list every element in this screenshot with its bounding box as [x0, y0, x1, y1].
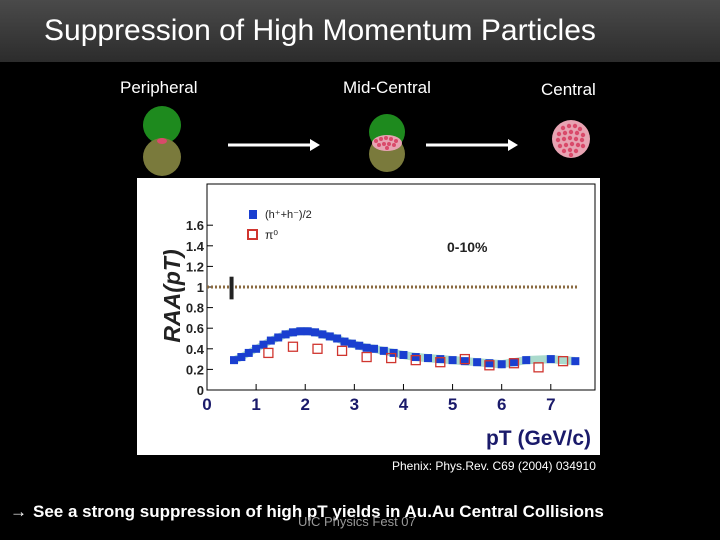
x-tick-label: 0 — [202, 395, 211, 414]
y-tick-label: 0.8 — [186, 301, 204, 316]
x-tick-label: 5 — [448, 395, 457, 414]
y-tick-label: 0.2 — [186, 362, 204, 377]
y-tick-label: 1.2 — [186, 259, 204, 274]
data-point-hadron — [340, 337, 349, 346]
mid-central-nuclei-illustration — [369, 114, 405, 172]
footer-statement: → See a strong suppression of high pT yie… — [10, 502, 604, 522]
data-point-hadron — [448, 356, 457, 365]
y-tick-label: 1.4 — [186, 239, 205, 254]
data-point-hadron — [347, 339, 356, 348]
x-tick-label: 1 — [251, 395, 260, 414]
normalization-error-bar — [229, 276, 234, 300]
data-point-hadron — [411, 353, 420, 362]
data-point-hadron — [509, 358, 518, 367]
data-point-hadron — [460, 357, 469, 366]
data-point-hadron — [571, 357, 580, 366]
plot-left-margin — [137, 178, 205, 455]
data-point-pi0 — [459, 353, 470, 365]
x-tick-label: 7 — [546, 395, 555, 414]
footer-text: See a strong suppression of high pT yiel… — [33, 502, 604, 521]
peripheral-nuclei-illustration — [143, 106, 181, 176]
data-point-hadron — [362, 343, 371, 352]
data-point-hadron — [522, 356, 531, 365]
data-point-pi0 — [484, 360, 495, 371]
data-point-hadron — [266, 336, 275, 345]
data-point-hadron — [252, 344, 261, 353]
data-point-hadron — [473, 358, 482, 367]
data-point-hadron — [369, 344, 378, 353]
data-point-hadron — [325, 332, 334, 341]
legend-marker-pi0 — [247, 229, 258, 240]
x-tick-label: 6 — [497, 395, 506, 414]
y-tick-label: 1.6 — [186, 218, 204, 233]
x-tick-label: 4 — [399, 395, 409, 414]
x-tick-label: 3 — [350, 395, 359, 414]
data-point-pi0 — [312, 343, 323, 354]
y-tick-label: 0.6 — [186, 321, 204, 336]
data-point-hadron — [485, 359, 494, 368]
x-axis-label: pT (GeV/c) — [486, 427, 591, 450]
raa-chart-svg: 0 0.2 0.4 0.6 0.8 1 1.2 1.4 1.6 0 1 2 3 4 5 6 7 RAA(pT) pT… — [137, 178, 596, 455]
data-point-hadron — [379, 346, 388, 355]
data-point-hadron — [303, 327, 312, 336]
raa-chart: 0 0.2 0.4 0.6 0.8 1 1.2 1.4 1.6 0 1 2 3 4 5 6 7 RAA(pT) pT… — [137, 178, 600, 455]
data-point-hadron — [244, 348, 253, 357]
data-point-pi0 — [435, 357, 446, 368]
data-point-pi0 — [533, 362, 544, 373]
data-point-pi0 — [410, 354, 421, 366]
data-point-hadron — [281, 330, 290, 339]
arrow-right-2 — [426, 139, 518, 151]
slide-title: Suppression of High Momentum Particles — [44, 14, 596, 47]
data-point-hadron — [389, 348, 398, 357]
data-point-hadron — [318, 330, 327, 339]
y-tick-label: 0 — [197, 383, 204, 398]
data-point-hadron — [355, 341, 364, 350]
y-tick-label: 0.4 — [186, 342, 205, 357]
centrality-annotation: 0-10% — [447, 239, 488, 255]
data-point-pi0 — [557, 356, 569, 367]
data-point-hadron — [424, 354, 433, 363]
data-point-pi0 — [361, 351, 372, 363]
legend-marker-hadron — [249, 210, 257, 219]
data-point-hadron — [333, 334, 342, 343]
central-nuclei-illustration — [552, 120, 590, 158]
data-point-hadron — [288, 328, 297, 337]
data-point-hadron — [436, 355, 445, 364]
data-point-hadron — [237, 353, 246, 362]
data-point-pi0 — [287, 341, 299, 352]
label-central: Central — [541, 80, 596, 99]
data-point-hadron — [546, 355, 555, 364]
data-point-pi0 — [386, 352, 397, 364]
label-mid-central: Mid-Central — [343, 78, 431, 97]
y-tick-label: 1 — [197, 280, 204, 295]
data-point-hadron — [230, 356, 239, 365]
x-tick-label: 2 — [300, 395, 309, 414]
data-point-hadron — [274, 333, 283, 342]
data-point-hadron — [497, 360, 506, 369]
data-point-hadron — [399, 350, 408, 359]
data-point-hadron — [259, 340, 268, 349]
title-bar — [0, 0, 720, 62]
arrow-right-icon: → — [10, 502, 27, 521]
data-point-pi0 — [263, 347, 274, 359]
legend-label-hadron: (h⁺+h⁻)/2 — [265, 209, 312, 221]
reference-citation: Phenix: Phys.Rev. C69 (2004) 034910 — [392, 459, 596, 473]
legend-label-pi0: π⁰ — [265, 228, 278, 242]
label-peripheral: Peripheral — [120, 78, 198, 97]
watermark: UIC Physics Fest 07 — [298, 514, 416, 529]
arrow-right-1 — [228, 139, 320, 151]
data-point-hadron — [296, 327, 305, 336]
data-point-pi0 — [336, 345, 348, 357]
data-point-hadron — [311, 328, 320, 337]
y-axis-label: RAA(pT) — [159, 249, 185, 342]
data-point-pi0 — [508, 358, 520, 369]
